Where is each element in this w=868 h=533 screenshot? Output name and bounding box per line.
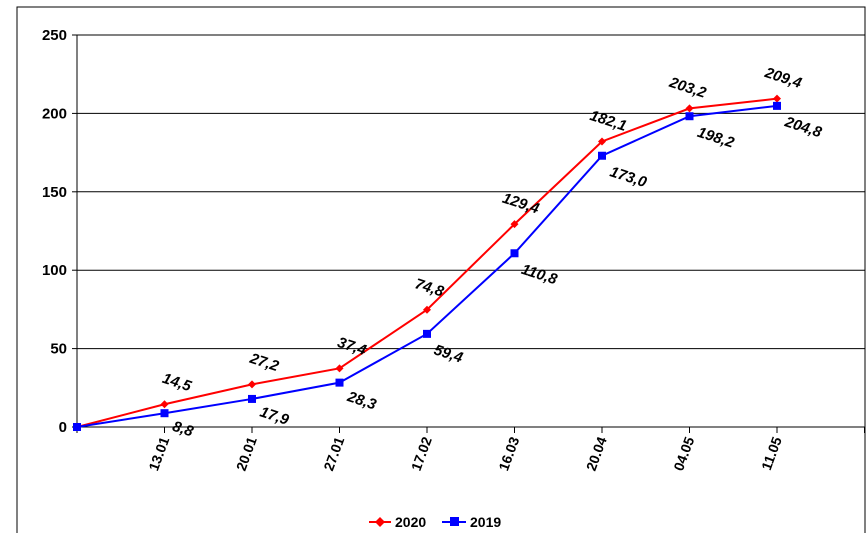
point-2019-5 — [510, 249, 519, 258]
data-label-2020-2: 27,2 — [247, 350, 282, 376]
xtick-label-04.05: 04.05 — [670, 434, 697, 473]
point-2020-7 — [685, 104, 694, 113]
point-2020-2 — [248, 380, 256, 389]
xtick-label-27.01: 27.01 — [320, 434, 347, 473]
series — [73, 94, 781, 431]
point-2019-4 — [423, 329, 431, 338]
point-2019-8 — [773, 101, 781, 110]
data-label-2019-1: 8,8 — [170, 418, 196, 441]
point-2019-7 — [685, 112, 694, 121]
ytick-label-100: 100 — [42, 262, 67, 279]
data-label-2020-4: 74,8 — [413, 275, 447, 300]
ytick-label-250: 250 — [42, 27, 67, 44]
point-2020-8 — [773, 94, 781, 103]
point-2019-0 — [73, 423, 81, 431]
point-2019-6 — [598, 151, 606, 160]
legend: 2020 2019 — [369, 514, 501, 530]
legend-label-2019: 2019 — [470, 514, 501, 530]
data-label-2020-7: 203,2 — [666, 74, 709, 102]
data-label-2019-6: 173,0 — [608, 163, 650, 191]
ytick-label-200: 200 — [42, 105, 67, 122]
xtick-label-20.04: 20.04 — [583, 434, 610, 473]
ytick-label-50: 50 — [50, 341, 67, 358]
data-label-2019-7: 198,2 — [695, 124, 737, 152]
data-label-2019-5: 110,8 — [519, 261, 560, 289]
xtick-label-11.05: 11.05 — [758, 434, 785, 472]
xtick-label-13.01: 13.01 — [145, 434, 172, 473]
xtick-label-16.03: 16.03 — [495, 434, 522, 473]
point-2020-3 — [335, 364, 344, 373]
data-label-2020-3: 37,4 — [335, 334, 369, 359]
xtick-label-17.02: 17.02 — [408, 434, 435, 473]
point-2019-3 — [335, 378, 344, 387]
data-label-2020-1: 14,5 — [160, 370, 194, 395]
point-2020-6 — [598, 137, 606, 146]
chart-frame — [16, 6, 866, 533]
point-2020-1 — [160, 400, 169, 409]
data-label-2020-6: 182,1 — [588, 107, 629, 135]
data-labels: 14,5 27,2 37,4 74,8 129,4 182,1 203,2 209,4 8,8 1… — [160, 64, 824, 441]
legend-marker-2019 — [450, 517, 459, 526]
data-label-2019-4: 59,4 — [432, 341, 466, 366]
data-label-2019-2: 17,9 — [258, 404, 292, 429]
data-label-2020-5: 129,4 — [500, 190, 542, 218]
data-label-2020-8: 209,4 — [762, 64, 805, 92]
gridlines — [77, 34, 865, 350]
ytick-label-150: 150 — [42, 184, 67, 201]
ytick-label-0: 0 — [59, 419, 67, 436]
legend-marker-2020 — [375, 517, 385, 527]
point-2019-1 — [160, 409, 169, 418]
point-2019-2 — [248, 394, 256, 403]
point-2020-4 — [423, 305, 431, 314]
data-label-2019-3: 28,3 — [344, 388, 379, 414]
xtick-label-20.01: 20.01 — [233, 434, 260, 473]
data-label-2019-8: 204,8 — [782, 113, 825, 141]
legend-label-2020: 2020 — [395, 514, 426, 530]
point-2020-5 — [510, 220, 519, 229]
